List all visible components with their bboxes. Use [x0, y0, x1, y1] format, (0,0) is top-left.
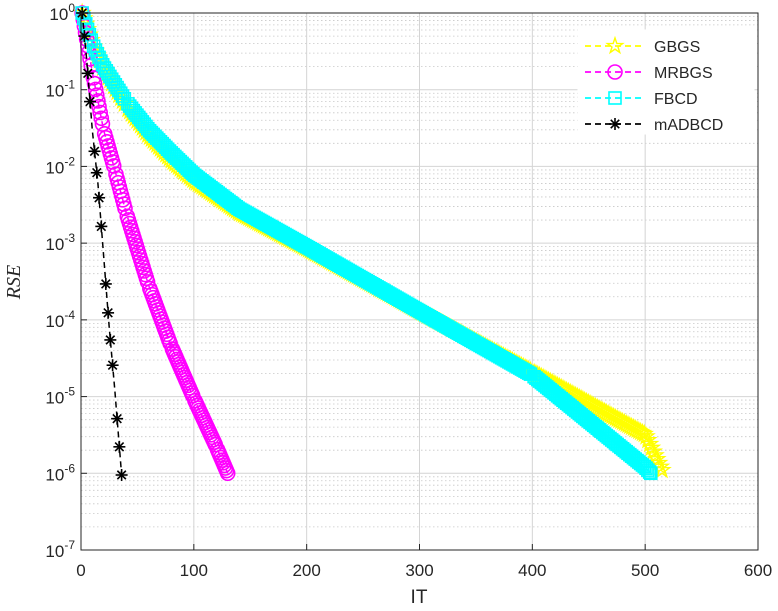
data-point	[84, 95, 97, 108]
y-tick-base: 10	[45, 542, 64, 561]
data-point	[639, 433, 660, 453]
y-tick-exponent: 0	[68, 1, 75, 15]
data-point	[93, 110, 110, 127]
x-axis-label: IT	[411, 587, 428, 608]
x-tick-label: 100	[180, 561, 208, 580]
data-point	[641, 437, 662, 457]
data-point	[648, 452, 669, 472]
legend: GBGS MRBGS FBCD mADBCD	[577, 29, 755, 135]
x-tick-label: 300	[405, 561, 433, 580]
legend-label: FBCD	[654, 91, 698, 108]
y-tick-label: 10-2	[45, 154, 75, 177]
data-point	[78, 30, 91, 43]
data-point	[643, 441, 664, 460]
y-tick-exponent: -2	[64, 154, 75, 168]
x-tick-label: 600	[744, 561, 772, 580]
x-tick-label: 0	[76, 561, 85, 580]
x-axis-ticks: 0 100 200 300 400 500 600	[76, 544, 772, 580]
data-point	[117, 200, 133, 217]
y-tick-base: 10	[45, 158, 64, 177]
y-tick-label: 10-3	[45, 231, 75, 254]
data-point	[90, 166, 103, 179]
y-tick-base: 10	[45, 389, 64, 408]
x-tick-label: 400	[518, 561, 546, 580]
data-point	[644, 466, 658, 481]
data-point	[91, 98, 107, 115]
data-point	[95, 220, 108, 233]
x-tick-label: 200	[292, 561, 320, 580]
series-layer	[72, 2, 672, 482]
data-point	[608, 91, 622, 105]
data-point	[638, 429, 658, 449]
y-tick-base: 10	[45, 82, 64, 101]
data-point	[85, 70, 102, 86]
legend-item-mrbgs: MRBGS	[585, 64, 713, 82]
y-tick-label: 10-5	[45, 385, 75, 408]
data-point	[99, 277, 112, 290]
data-point	[609, 118, 621, 130]
y-tick-base: 10	[45, 235, 64, 254]
series-fbcd	[75, 6, 658, 481]
y-tick-exponent: -4	[64, 308, 75, 322]
legend-item-gbgs: GBGS	[585, 35, 700, 56]
data-point	[219, 465, 236, 482]
data-point	[86, 75, 103, 92]
data-point	[87, 81, 104, 98]
data-point	[650, 456, 671, 476]
data-point	[111, 412, 124, 425]
data-point	[645, 445, 665, 464]
data-point	[106, 359, 119, 372]
data-point	[607, 64, 623, 80]
y-tick-exponent: -1	[64, 78, 75, 92]
data-point	[81, 67, 94, 80]
data-point	[636, 426, 656, 445]
legend-box	[577, 29, 755, 135]
legend-label: mADBCD	[654, 117, 723, 134]
data-point	[647, 448, 667, 468]
legend-item-madbcd: mADBCD	[585, 117, 723, 134]
y-tick-exponent: -3	[64, 231, 75, 245]
y-axis-label: RSE	[3, 265, 25, 300]
data-point	[639, 461, 653, 475]
data-point	[88, 145, 101, 158]
y-tick-label: 10-4	[45, 308, 75, 331]
data-point	[642, 465, 657, 479]
data-point	[104, 333, 117, 346]
data-point	[113, 440, 126, 453]
data-point	[605, 35, 625, 55]
data-point	[115, 468, 128, 481]
y-tick-exponent: -6	[64, 461, 75, 475]
legend-label: MRBGS	[654, 65, 713, 82]
y-tick-base: 10	[45, 465, 64, 484]
x-tick-label: 500	[631, 561, 659, 580]
y-tick-label: 10-6	[45, 461, 75, 484]
y-tick-label: 10-7	[45, 538, 75, 561]
y-tick-base: 10	[49, 5, 68, 24]
y-tick-base: 10	[45, 312, 64, 331]
y-tick-label: 100	[49, 1, 75, 24]
y-tick-exponent: -5	[64, 385, 75, 399]
data-point	[93, 191, 106, 204]
data-point	[102, 306, 115, 319]
data-point	[92, 104, 108, 121]
legend-item-fbcd: FBCD	[585, 91, 698, 108]
legend-label: GBGS	[654, 39, 700, 56]
y-tick-exponent: -7	[64, 538, 75, 552]
data-point	[641, 463, 655, 477]
y-tick-label: 10-1	[45, 78, 75, 101]
